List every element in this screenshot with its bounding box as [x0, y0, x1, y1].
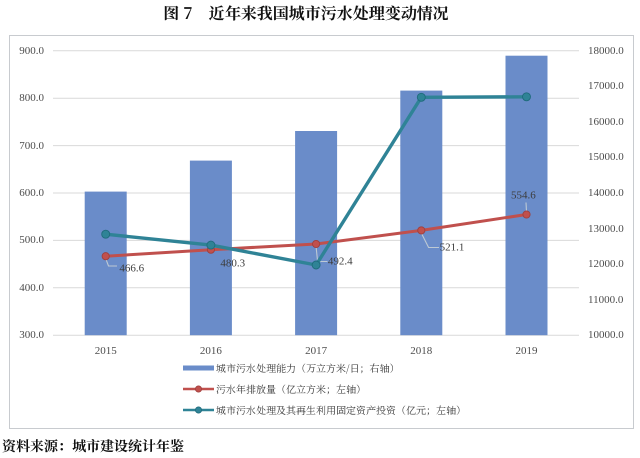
data-label-2017: 492.4 [327, 255, 353, 268]
right-axis-tick-14000: 14000.0 [588, 187, 624, 199]
bar-2015 [84, 191, 127, 336]
left-axis-tick-600: 600.0 [19, 187, 44, 199]
x-axis-tick-2017: 2017 [305, 344, 328, 357]
x-axis-tick-2016: 2016 [199, 344, 222, 357]
legend-item-teal-line-series: 城市污水处理及其再生利用固定资产投资（亿元；左轴） [183, 403, 503, 417]
right-axis-tick-16000: 16000.0 [588, 115, 624, 128]
leader-line-2015 [105, 258, 117, 267]
bar-2019 [505, 55, 548, 336]
red-line-swatch [183, 385, 214, 392]
bar-series-swatch [183, 365, 214, 371]
source-note: 资料来源：城市建设统计年鉴 [2, 436, 184, 456]
marker-s2-2015 [101, 229, 111, 239]
chart-title: 图 7 近年来我国城市污水处理变动情况 [163, 1, 449, 24]
legend-label-teal-line-series: 城市污水处理及其再生利用固定资产投资（亿元；左轴） [216, 401, 466, 417]
right-axis-tick-17000: 17000.0 [588, 80, 624, 93]
left-axis-tick-700: 700.0 [19, 139, 44, 152]
marker-s2-2016 [206, 240, 216, 250]
data-label-2019: 554.6 [511, 189, 536, 201]
left-axis-tick-800: 800.0 [19, 92, 44, 105]
marker-s1-2018 [417, 226, 426, 235]
x-axis-tick-2018: 2018 [410, 344, 433, 357]
leader-line-2019 [525, 202, 528, 212]
right-axis-tick-13000: 13000.0 [588, 222, 624, 235]
legend-item-red-line-series: 污水年排放量（亿立方米；左轴） [183, 382, 483, 396]
marker-s2-2017 [311, 260, 321, 270]
marker-s1-2019 [522, 210, 531, 219]
x-axis-tick-2015: 2015 [94, 344, 117, 357]
data-label-2018: 521.1 [439, 241, 465, 254]
right-axis-tick-10000: 10000.0 [588, 329, 624, 342]
right-axis-tick-12000: 12000.0 [588, 258, 624, 271]
teal-line-swatch [183, 406, 214, 413]
marker-s1-2017 [312, 239, 321, 249]
bar-2018 [400, 90, 443, 336]
left-axis-tick-500: 500.0 [19, 234, 44, 247]
leader-line-2018 [420, 232, 439, 249]
marker-s2-2019 [522, 92, 531, 102]
left-axis-tick-300: 300.0 [19, 329, 44, 342]
data-label-2016: 480.3 [220, 257, 246, 270]
marker-s1-2015 [101, 252, 110, 261]
data-label-2015: 466.6 [119, 262, 145, 275]
bar-2017 [295, 131, 338, 336]
right-axis-tick-18000: 18000.0 [588, 44, 624, 57]
right-axis-tick-15000: 15000.0 [588, 151, 624, 164]
legend-label-bar-series: 城市污水处理能力（万立方米/日；右轴） [216, 360, 400, 375]
legend-label-red-line-series: 污水年排放量（亿立方米；左轴） [216, 380, 366, 396]
right-axis-tick-11000: 11000.0 [588, 293, 624, 306]
left-axis-tick-400: 400.0 [19, 281, 44, 294]
legend-item-bar-series: 城市污水处理能力（万立方米/日；右轴） [183, 361, 483, 375]
x-axis-tick-2019: 2019 [515, 344, 538, 357]
left-axis-tick-900: 900.0 [19, 44, 44, 57]
marker-s2-2018 [416, 92, 426, 102]
